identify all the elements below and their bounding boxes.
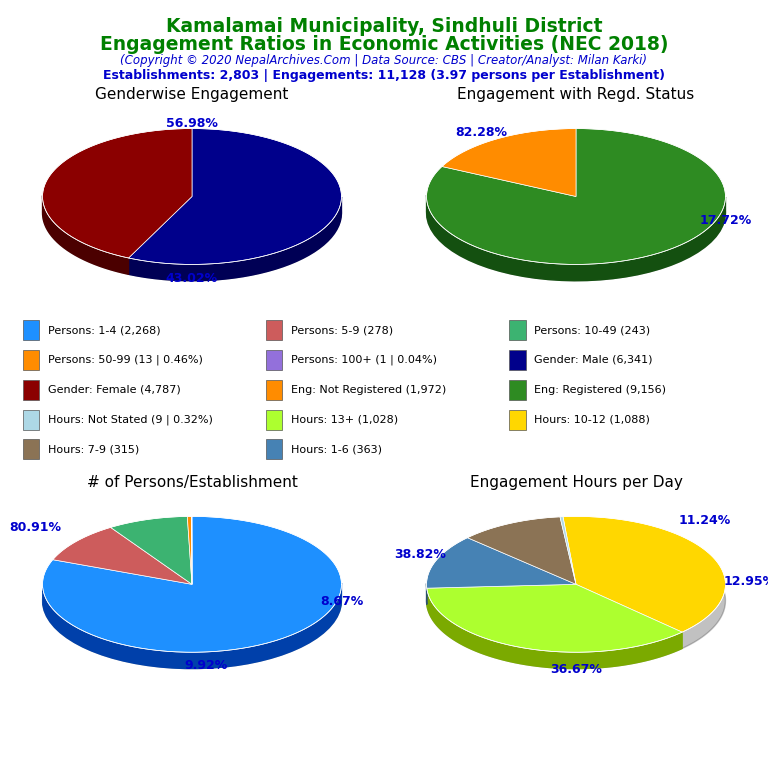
Polygon shape xyxy=(426,538,576,588)
Polygon shape xyxy=(426,533,726,669)
Text: 9.92%: 9.92% xyxy=(184,660,227,672)
Text: 80.91%: 80.91% xyxy=(10,521,61,534)
Polygon shape xyxy=(42,516,342,652)
Text: Hours: 7-9 (315): Hours: 7-9 (315) xyxy=(48,445,139,455)
Polygon shape xyxy=(42,145,342,281)
Polygon shape xyxy=(42,196,128,274)
Polygon shape xyxy=(42,128,192,258)
Text: 36.67%: 36.67% xyxy=(550,664,602,677)
Title: Engagement with Regd. Status: Engagement with Regd. Status xyxy=(458,88,694,102)
Polygon shape xyxy=(42,533,342,669)
Text: 38.82%: 38.82% xyxy=(394,548,445,561)
Text: 56.98%: 56.98% xyxy=(166,117,218,130)
Text: Persons: 10-49 (243): Persons: 10-49 (243) xyxy=(535,325,650,335)
FancyBboxPatch shape xyxy=(23,380,39,399)
Text: 8.67%: 8.67% xyxy=(319,595,363,608)
Text: 12.95%: 12.95% xyxy=(724,575,768,588)
Text: Hours: Not Stated (9 | 0.32%): Hours: Not Stated (9 | 0.32%) xyxy=(48,415,213,425)
Polygon shape xyxy=(426,145,726,281)
Polygon shape xyxy=(111,516,192,584)
FancyBboxPatch shape xyxy=(23,350,39,370)
Text: (Copyright © 2020 NepalArchives.Com | Data Source: CBS | Creator/Analyst: Milan : (Copyright © 2020 NepalArchives.Com | Da… xyxy=(121,54,647,67)
Polygon shape xyxy=(442,128,576,197)
Text: Hours: 1-6 (363): Hours: 1-6 (363) xyxy=(291,445,382,455)
Text: Persons: 100+ (1 | 0.04%): Persons: 100+ (1 | 0.04%) xyxy=(291,355,437,365)
FancyBboxPatch shape xyxy=(509,380,525,399)
FancyBboxPatch shape xyxy=(509,320,525,340)
FancyBboxPatch shape xyxy=(23,320,39,340)
Text: Persons: 50-99 (13 | 0.46%): Persons: 50-99 (13 | 0.46%) xyxy=(48,355,203,365)
Text: 82.28%: 82.28% xyxy=(455,126,507,139)
FancyBboxPatch shape xyxy=(266,409,283,429)
Title: Genderwise Engagement: Genderwise Engagement xyxy=(95,88,289,102)
Polygon shape xyxy=(427,588,682,669)
FancyBboxPatch shape xyxy=(266,439,283,459)
Polygon shape xyxy=(563,516,726,632)
Text: 17.72%: 17.72% xyxy=(700,214,752,227)
Polygon shape xyxy=(426,195,726,281)
Polygon shape xyxy=(128,197,342,281)
Text: Gender: Male (6,341): Gender: Male (6,341) xyxy=(535,355,653,365)
Text: Gender: Female (4,787): Gender: Female (4,787) xyxy=(48,385,180,395)
FancyBboxPatch shape xyxy=(266,350,283,370)
Polygon shape xyxy=(468,517,576,584)
Text: Kamalamai Municipality, Sindhuli District: Kamalamai Municipality, Sindhuli Distric… xyxy=(166,17,602,36)
Text: Eng: Not Registered (1,972): Eng: Not Registered (1,972) xyxy=(291,385,446,395)
Polygon shape xyxy=(426,128,726,264)
Text: 11.24%: 11.24% xyxy=(679,514,731,527)
FancyBboxPatch shape xyxy=(23,409,39,429)
Text: Persons: 5-9 (278): Persons: 5-9 (278) xyxy=(291,325,393,335)
FancyBboxPatch shape xyxy=(23,439,39,459)
Polygon shape xyxy=(560,517,576,584)
Title: Engagement Hours per Day: Engagement Hours per Day xyxy=(469,475,683,490)
Title: # of Persons/Establishment: # of Persons/Establishment xyxy=(87,475,297,490)
Polygon shape xyxy=(427,584,682,652)
Polygon shape xyxy=(53,528,192,584)
Polygon shape xyxy=(128,128,342,264)
Text: Eng: Registered (9,156): Eng: Registered (9,156) xyxy=(535,385,667,395)
FancyBboxPatch shape xyxy=(509,409,525,429)
FancyBboxPatch shape xyxy=(509,350,525,370)
Text: 43.02%: 43.02% xyxy=(166,272,218,284)
Text: Establishments: 2,803 | Engagements: 11,128 (3.97 persons per Establishment): Establishments: 2,803 | Engagements: 11,… xyxy=(103,69,665,82)
Polygon shape xyxy=(187,516,192,584)
Text: Hours: 13+ (1,028): Hours: 13+ (1,028) xyxy=(291,415,399,425)
FancyBboxPatch shape xyxy=(266,320,283,340)
Text: Persons: 1-4 (2,268): Persons: 1-4 (2,268) xyxy=(48,325,161,335)
Polygon shape xyxy=(43,583,342,668)
FancyBboxPatch shape xyxy=(266,380,283,399)
Text: Hours: 10-12 (1,088): Hours: 10-12 (1,088) xyxy=(535,415,650,425)
Text: Engagement Ratios in Economic Activities (NEC 2018): Engagement Ratios in Economic Activities… xyxy=(100,35,668,54)
